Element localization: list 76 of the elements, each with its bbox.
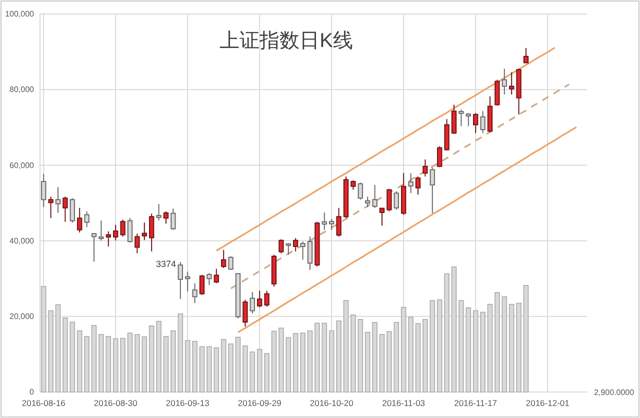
candlestick: [106, 230, 111, 247]
candlestick: [250, 291, 255, 314]
candlestick: [55, 186, 61, 214]
candlestick: [444, 118, 450, 151]
x-tick-label: 2016-09-13: [166, 398, 210, 408]
candlestick: [77, 207, 82, 233]
candlestick: [134, 233, 140, 254]
candlestick: [149, 213, 154, 252]
candlestick: [343, 176, 349, 219]
candlestick: [394, 190, 399, 210]
candlestick: [84, 210, 90, 228]
candlestick: [278, 238, 284, 254]
candlestick: [120, 219, 126, 238]
x-tick-label: 2016-08-16: [22, 398, 66, 408]
candlestick: [113, 224, 118, 241]
candlestick: [170, 208, 176, 230]
candlestick: [480, 110, 486, 134]
candlestick: [509, 72, 514, 96]
text: 上证指数日K线: [220, 30, 353, 52]
candlestick: [192, 282, 198, 304]
y-tick-label: 40,000: [10, 236, 35, 246]
candlestick: [156, 204, 162, 221]
candlestick: [206, 272, 212, 286]
candlestick: [48, 196, 54, 219]
candlestick: [473, 112, 478, 134]
candlestick: [242, 299, 248, 328]
candlestick: [314, 221, 320, 268]
candlestick: [430, 167, 435, 214]
candlestick: [415, 176, 421, 196]
candlestick: [221, 249, 226, 269]
candlestick: [401, 172, 406, 216]
text: 2,900.0000: [594, 388, 635, 397]
y-tick-label: 100,000: [5, 10, 35, 19]
x-tick-label: 2016-08-30: [94, 398, 138, 408]
candlestick: [516, 68, 522, 116]
annotation: 3374: [156, 259, 176, 269]
candlestick: [494, 79, 500, 106]
y-tick-label: 0: [30, 388, 35, 397]
x-tick-label: 2016-09-29: [238, 398, 282, 408]
candlestick: [70, 198, 75, 224]
candlestick: [523, 48, 529, 64]
candlestick: [214, 268, 219, 284]
candlestick: [458, 109, 464, 127]
candlestick: [336, 207, 342, 238]
candlestick: [163, 210, 169, 224]
y-tick-label: 80,000: [10, 85, 35, 94]
candlestick: [322, 212, 327, 230]
y-tick-label: 20,000: [10, 312, 35, 321]
candlestick: [386, 188, 392, 212]
candlestick: [293, 238, 298, 252]
candlestick: [62, 196, 68, 222]
candlestick: [487, 96, 493, 133]
candlestick: [466, 112, 471, 127]
candlestick: [372, 184, 378, 208]
candlestick: [264, 290, 270, 308]
line-series: [230, 84, 570, 290]
candlestick: [422, 159, 428, 178]
candlestick: [142, 222, 147, 241]
x-tick-label: 2016-12-01: [526, 398, 570, 408]
candlestick: [228, 256, 234, 270]
y-tick-label: 60,000: [10, 160, 35, 170]
candlestick: [178, 261, 183, 300]
x-tick-label: 2016-11-03: [382, 398, 426, 408]
candlestick: [365, 196, 370, 208]
candlestick: [271, 254, 277, 288]
candlestick: [379, 207, 385, 226]
candlestick: [350, 180, 356, 190]
x-tick-label: 2016-10-20: [310, 398, 354, 408]
candlestick: [199, 274, 205, 296]
line-series: [237, 126, 578, 334]
candlestick: [408, 172, 414, 194]
candlestick: [451, 104, 457, 134]
candlestick: [257, 290, 262, 308]
candlestick: [437, 146, 442, 168]
x-tick-label: 2016-11-17: [454, 398, 498, 408]
candlestick: [358, 182, 363, 200]
